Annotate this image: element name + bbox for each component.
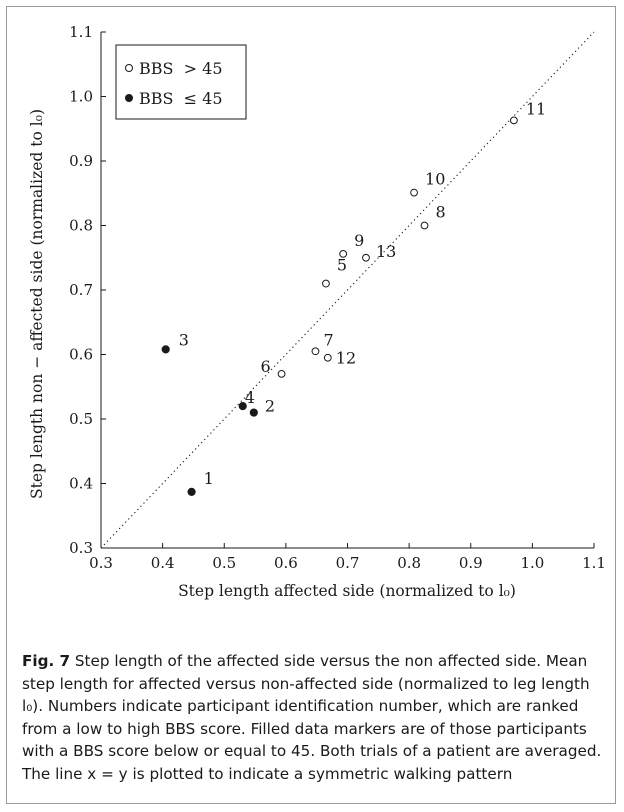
x-tick-label: 0.8 <box>397 554 421 572</box>
x-tick-label: 0.6 <box>274 554 298 572</box>
x-tick-label: 0.3 <box>89 554 113 572</box>
point-label-5: 5 <box>337 256 347 275</box>
figure-caption: Fig. 7 Step length of the affected side … <box>22 650 602 785</box>
data-point-8 <box>420 221 429 230</box>
y-tick-label: 0.8 <box>69 217 93 235</box>
figure-frame <box>6 6 616 804</box>
x-tick-label: 0.5 <box>212 554 236 572</box>
data-point-6 <box>277 369 286 378</box>
legend-open-circle-marker <box>125 64 133 72</box>
data-point-13 <box>362 253 370 262</box>
point-label-2: 2 <box>265 397 275 416</box>
data-point-11 <box>509 116 518 125</box>
point-label-10: 10 <box>425 170 445 189</box>
plot-axes: 0.3 0.4 0.5 0.6 0.7 0.8 0.9 1.0 1.1 0.3 0.4 0.5 0.6 0… <box>69 23 606 572</box>
data-point-10 <box>410 188 418 197</box>
x-tick-label: 1.1 <box>582 554 606 572</box>
scatter-chart: 0.3 0.4 0.5 0.6 0.7 0.8 0.9 1.0 1.1 0.3 0.4 0.5 0.6 0… <box>28 23 606 600</box>
point-label-11: 11 <box>526 99 546 118</box>
legend-label-high: BBS > 45 <box>139 59 223 78</box>
y-tick-label: 0.4 <box>69 475 93 493</box>
data-point-1 <box>187 487 196 496</box>
x-tick-label: 0.4 <box>151 554 175 572</box>
point-label-7: 7 <box>323 330 333 349</box>
y-tick-label: 1.0 <box>69 88 93 106</box>
y-tick-label: 0.3 <box>69 539 93 557</box>
data-point-5 <box>322 279 330 288</box>
point-label-12: 12 <box>336 349 356 368</box>
caption-text: Step length of the affected side versus … <box>22 652 602 783</box>
point-label-9: 9 <box>354 231 364 250</box>
data-point-9 <box>339 249 348 258</box>
caption-figure-label: Fig. 7 <box>22 652 71 670</box>
y-tick-label: 0.7 <box>69 281 93 299</box>
data-point-7 <box>311 347 320 356</box>
legend-box <box>115 44 247 120</box>
y-tick-label: 0.6 <box>69 346 93 364</box>
point-label-13: 13 <box>376 242 396 261</box>
y-tick-label: 1.1 <box>69 23 93 41</box>
x-axis-label: Step length affected side (normalized to… <box>178 582 516 600</box>
point-label-6: 6 <box>261 357 271 376</box>
x-tick-label: 0.7 <box>336 554 360 572</box>
x-tick-label: 0.9 <box>459 554 483 572</box>
y-axis-label: Step length non − affected side (normali… <box>28 109 46 499</box>
point-label-1: 1 <box>204 469 214 488</box>
point-label-8: 8 <box>436 203 446 222</box>
legend: BBS > 45 BBS ≤ 45 <box>115 44 247 120</box>
y-tick-label: 0.9 <box>69 152 93 170</box>
legend-label-low: BBS ≤ 45 <box>139 89 223 108</box>
x-tick-label: 1.0 <box>520 554 544 572</box>
point-label-4: 4 <box>245 388 255 407</box>
data-point-3 <box>161 345 170 354</box>
data-point-12 <box>323 353 332 362</box>
legend-filled-circle-marker <box>125 94 133 102</box>
data-point-2 <box>249 408 258 417</box>
point-label-3: 3 <box>179 330 189 349</box>
y-tick-label: 0.5 <box>69 410 93 428</box>
data-point-4 <box>238 402 247 411</box>
